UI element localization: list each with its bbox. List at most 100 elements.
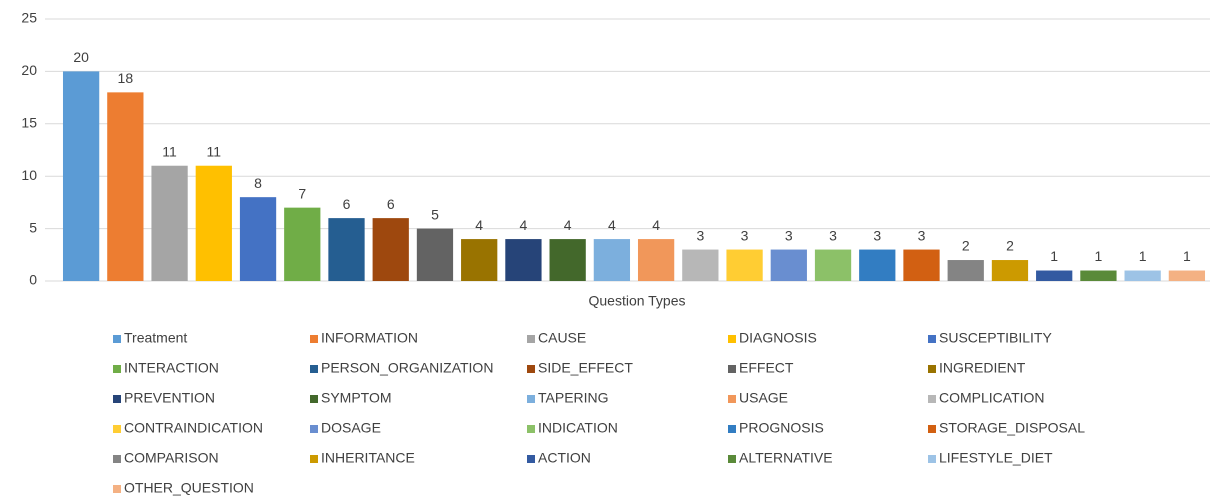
data-label: 7	[298, 185, 306, 201]
legend-label: CAUSE	[538, 330, 586, 346]
data-label: 6	[387, 196, 395, 212]
bar	[1168, 270, 1206, 281]
y-tick-label: 10	[21, 167, 37, 183]
bar	[416, 228, 454, 281]
legend-swatch	[310, 365, 318, 373]
legend-swatch	[728, 425, 736, 433]
legend-swatch	[527, 455, 535, 463]
data-label: 18	[118, 70, 134, 86]
legend-label: SIDE_EFFECT	[538, 360, 633, 376]
data-label: 1	[1050, 248, 1058, 264]
bar	[903, 249, 940, 281]
data-label: 3	[873, 227, 881, 243]
bar	[461, 239, 498, 281]
legend-swatch	[728, 395, 736, 403]
legend-label: OTHER_QUESTION	[124, 480, 254, 496]
legend-swatch	[113, 455, 121, 463]
data-label: 3	[785, 227, 793, 243]
legend-swatch	[310, 425, 318, 433]
legend-label: SUSCEPTIBILITY	[939, 330, 1052, 346]
bar	[195, 165, 232, 281]
legend-label: INGREDIENT	[939, 360, 1026, 376]
legend-label: INHERITANCE	[321, 450, 415, 466]
legend-swatch	[527, 425, 535, 433]
legend-swatch	[310, 395, 318, 403]
legend-swatch	[928, 395, 936, 403]
bar	[239, 197, 277, 281]
bar	[991, 260, 1029, 281]
data-label: 8	[254, 175, 262, 191]
bar	[62, 71, 100, 282]
legend-label: PROGNOSIS	[739, 420, 824, 436]
data-label: 3	[918, 227, 926, 243]
legend-label: SYMPTOM	[321, 390, 392, 406]
bar	[107, 92, 144, 281]
legend-label: USAGE	[739, 390, 788, 406]
bar	[726, 249, 763, 281]
legend-label: PREVENTION	[124, 390, 215, 406]
data-label: 4	[608, 217, 616, 233]
legend-label: EFFECT	[739, 360, 794, 376]
legend-swatch	[113, 425, 121, 433]
legend-swatch	[527, 395, 535, 403]
legend-swatch	[527, 335, 535, 343]
y-tick-label: 0	[29, 272, 37, 288]
legend-swatch	[928, 365, 936, 373]
legend-swatch	[527, 365, 535, 373]
data-label: 1	[1139, 248, 1147, 264]
legend-swatch	[310, 335, 318, 343]
bar	[1036, 270, 1073, 281]
bar	[1080, 270, 1117, 281]
legend-label: INFORMATION	[321, 330, 418, 346]
bar	[947, 260, 984, 281]
bar	[328, 218, 365, 281]
legend-swatch	[113, 335, 121, 343]
bar	[682, 249, 719, 281]
bar	[637, 239, 675, 281]
legend-label: DIAGNOSIS	[739, 330, 817, 346]
data-label: 11	[162, 143, 177, 159]
data-label: 5	[431, 206, 439, 222]
legend-label: ALTERNATIVE	[739, 450, 833, 466]
legend-label: CONTRAINDICATION	[124, 420, 263, 436]
y-tick-label: 25	[21, 10, 37, 26]
y-tick-label: 20	[21, 62, 37, 78]
legend-swatch	[728, 335, 736, 343]
bar	[859, 249, 896, 281]
data-label: 4	[475, 217, 483, 233]
bar	[549, 239, 586, 281]
legend-swatch	[310, 455, 318, 463]
legend-swatch	[113, 365, 121, 373]
bar	[814, 249, 852, 281]
y-tick-label: 5	[29, 219, 37, 235]
bar	[505, 239, 542, 281]
data-label: 2	[1006, 238, 1014, 254]
legend-swatch	[928, 455, 936, 463]
legend-label: COMPLICATION	[939, 390, 1045, 406]
bar	[151, 165, 188, 281]
legend-swatch	[113, 395, 121, 403]
y-tick-label: 15	[21, 115, 37, 131]
data-label: 4	[564, 217, 572, 233]
data-label: 20	[73, 49, 89, 65]
legend-label: PERSON_ORGANIZATION	[321, 360, 493, 376]
data-label: 4	[652, 217, 660, 233]
data-label: 11	[207, 143, 222, 159]
bar	[593, 239, 631, 281]
legend-label: COMPARISON	[124, 450, 219, 466]
x-axis-label: Question Types	[588, 293, 685, 309]
bar	[770, 249, 807, 281]
bar	[1124, 270, 1161, 281]
legend-swatch	[928, 425, 936, 433]
data-label: 6	[343, 196, 351, 212]
data-label: 2	[962, 238, 970, 254]
legend-label: Treatment	[124, 330, 187, 346]
legend-label: LIFESTYLE_DIET	[939, 450, 1053, 466]
legend-label: ACTION	[538, 450, 591, 466]
legend-swatch	[928, 335, 936, 343]
data-label: 1	[1183, 248, 1191, 264]
legend-swatch	[728, 365, 736, 373]
legend-label: TAPERING	[538, 390, 609, 406]
legend-label: DOSAGE	[321, 420, 381, 436]
